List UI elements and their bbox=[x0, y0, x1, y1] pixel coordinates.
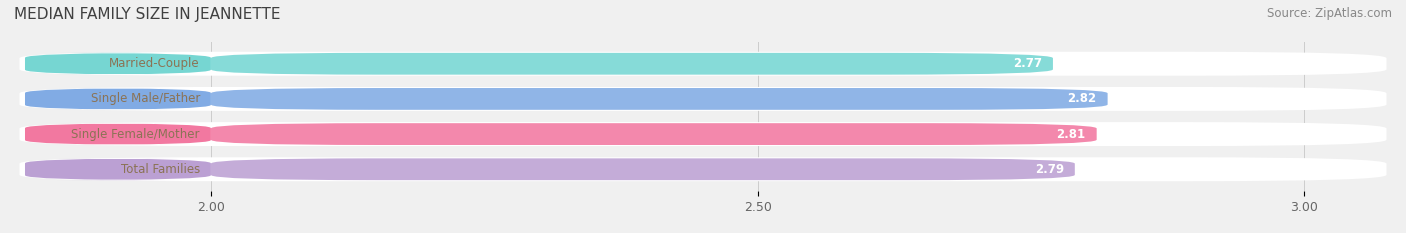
FancyBboxPatch shape bbox=[211, 158, 1074, 180]
Text: 2.77: 2.77 bbox=[1012, 57, 1042, 70]
Text: Married-Couple: Married-Couple bbox=[110, 57, 200, 70]
Text: Single Female/Mother: Single Female/Mother bbox=[72, 128, 200, 140]
Text: Total Families: Total Families bbox=[121, 163, 200, 176]
FancyBboxPatch shape bbox=[20, 52, 1386, 76]
FancyBboxPatch shape bbox=[211, 53, 1053, 75]
FancyBboxPatch shape bbox=[211, 123, 1097, 145]
FancyBboxPatch shape bbox=[20, 157, 1386, 181]
FancyBboxPatch shape bbox=[20, 122, 1386, 146]
Text: 2.82: 2.82 bbox=[1067, 93, 1097, 105]
FancyBboxPatch shape bbox=[25, 158, 211, 180]
Text: 2.79: 2.79 bbox=[1035, 163, 1064, 176]
Text: MEDIAN FAMILY SIZE IN JEANNETTE: MEDIAN FAMILY SIZE IN JEANNETTE bbox=[14, 7, 281, 22]
FancyBboxPatch shape bbox=[25, 88, 211, 110]
Text: Source: ZipAtlas.com: Source: ZipAtlas.com bbox=[1267, 7, 1392, 20]
FancyBboxPatch shape bbox=[25, 53, 211, 75]
FancyBboxPatch shape bbox=[211, 88, 1108, 110]
FancyBboxPatch shape bbox=[20, 87, 1386, 111]
FancyBboxPatch shape bbox=[25, 123, 211, 145]
Text: Single Male/Father: Single Male/Father bbox=[90, 93, 200, 105]
Text: 2.81: 2.81 bbox=[1057, 128, 1085, 140]
